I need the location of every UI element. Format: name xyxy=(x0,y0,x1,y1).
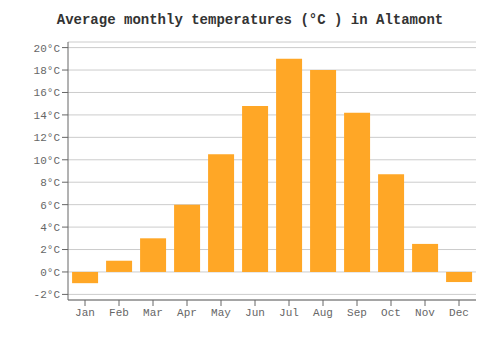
svg-text:20°C: 20°C xyxy=(34,43,61,55)
svg-text:May: May xyxy=(211,307,231,319)
svg-text:6°C: 6°C xyxy=(40,200,60,212)
svg-text:Sep: Sep xyxy=(347,307,367,319)
svg-text:Jun: Jun xyxy=(245,307,265,319)
svg-text:-2°C: -2°C xyxy=(34,289,61,301)
html-text:Average monthly temperatures (: Average monthly temperatures (°C ) in Al… xyxy=(56,12,444,28)
svg-text:Jan: Jan xyxy=(75,307,95,319)
svg-text:Mar: Mar xyxy=(143,307,163,319)
svg-text:14°C: 14°C xyxy=(34,110,61,122)
svg-text:18°C: 18°C xyxy=(34,65,61,77)
svg-text:10°C: 10°C xyxy=(34,155,61,167)
svg-text:Feb: Feb xyxy=(109,307,129,319)
svg-text:Oct: Oct xyxy=(381,307,401,319)
svg-text:16°C: 16°C xyxy=(34,87,61,99)
svg-text:0°C: 0°C xyxy=(40,267,60,279)
svg-text:8°C: 8°C xyxy=(40,177,60,189)
svg-text:4°C: 4°C xyxy=(40,222,60,234)
svg-text:Apr: Apr xyxy=(177,307,197,319)
svg-text:Jul: Jul xyxy=(279,307,299,319)
svg-text:2°C: 2°C xyxy=(40,244,60,256)
svg-text:12°C: 12°C xyxy=(34,132,61,144)
svg-text:Aug: Aug xyxy=(313,307,333,319)
svg-text:Nov: Nov xyxy=(415,307,435,319)
svg-text:Dec: Dec xyxy=(449,307,469,319)
